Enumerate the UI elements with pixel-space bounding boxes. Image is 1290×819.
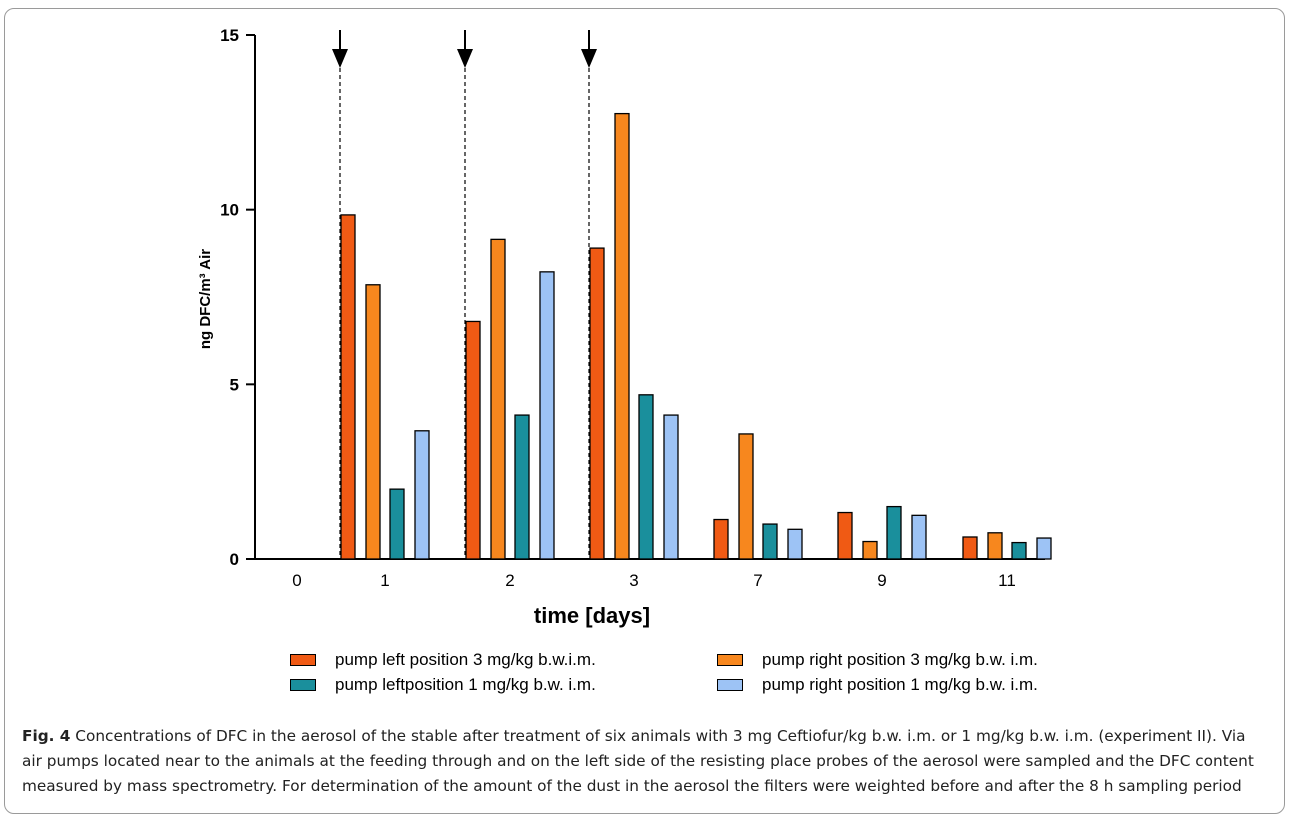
bar [862,540,878,560]
bar [1011,541,1027,560]
bar [589,247,605,560]
legend-label: pump right position 1 mg/kg b.w. i.m. [762,675,1038,694]
legend-swatch [290,679,316,691]
arrow-head-icon [457,49,473,68]
bar [738,433,754,560]
bar [1036,537,1052,560]
bar [414,430,430,560]
y-tick-label: 10 [220,201,239,220]
x-tick-label: 11 [998,571,1016,590]
y-tick-label: 15 [220,26,239,45]
bar [962,536,978,560]
treatment-markers [332,30,597,559]
bar [365,284,381,560]
bar [614,112,630,560]
x-tick-label: 3 [629,571,638,590]
bar [713,518,729,560]
bar [911,514,927,560]
bar [886,505,902,560]
chart-bars [340,112,1052,560]
x-tick-label: 2 [505,571,514,590]
bar [987,532,1003,560]
caption-text: Concentrations of DFC in the aerosol of … [22,727,1254,795]
bar [638,394,654,560]
y-axis-label: ng DFC/m³ Air [197,249,214,349]
legend-swatch [290,654,316,666]
bar [762,523,778,560]
legend-item: pump right position 3 mg/kg b.w. i.m. [717,650,1038,670]
legend-item: pump right position 1 mg/kg b.w. i.m. [717,675,1038,695]
arrow-head-icon [332,49,348,68]
x-axis-label: time [days] [534,603,650,628]
x-tick-label: 0 [292,571,301,590]
legend-swatch [717,679,743,691]
x-tick-label: 9 [877,571,886,590]
figure-caption: Fig. 4 Concentrations of DFC in the aero… [22,724,1262,799]
arrow-head-icon [581,49,597,68]
legend-label: pump left position 3 mg/kg b.w.i.m. [335,650,596,669]
bar [490,238,506,560]
x-tick-label: 1 [380,571,389,590]
bar [389,488,405,560]
bar [514,414,530,560]
legend-item: pump leftposition 1 mg/kg b.w. i.m. [290,675,596,695]
legend-swatch [717,654,743,666]
bar [465,320,481,560]
bar [539,271,555,560]
bar [340,214,356,560]
caption-label: Fig. 4 [22,727,71,745]
bar [787,528,803,560]
y-tick-label: 5 [230,375,239,394]
legend-label: pump leftposition 1 mg/kg b.w. i.m. [335,675,596,694]
bar [663,414,679,560]
bar [837,511,853,560]
bar-chart: 0 5 10 15 0 1 2 3 7 9 11 ng DFC/m³ Air time [days] [197,26,1052,628]
legend-item: pump left position 3 mg/kg b.w.i.m. [290,650,596,670]
x-tick-label: 7 [753,571,762,590]
legend-label: pump right position 3 mg/kg b.w. i.m. [762,650,1038,669]
y-tick-label: 0 [230,550,239,569]
